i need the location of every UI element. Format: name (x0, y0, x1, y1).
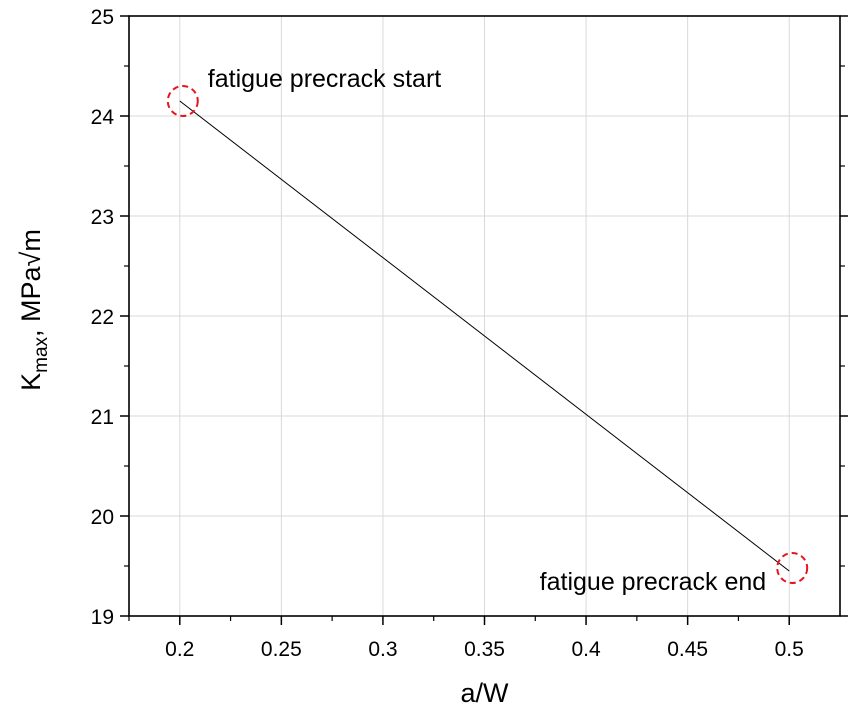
y-tick-label: 20 (91, 506, 114, 529)
x-tick-label: 0.35 (464, 638, 505, 661)
y-tick-label: 22 (91, 306, 114, 329)
x-axis-title: a/W (460, 678, 509, 708)
y-axis-title-subscript: max (31, 336, 52, 372)
annotation-markers (166, 85, 809, 584)
x-tick-label: 0.25 (261, 638, 302, 661)
annotation-marker-circle (166, 85, 199, 117)
y-axis-title: Kmax, MPa√m (16, 229, 52, 391)
annotation-marker-circle (776, 552, 809, 584)
y-tick-label: 25 (91, 6, 114, 29)
series-layer (179, 100, 790, 572)
x-tick-label: 0.2 (165, 638, 194, 661)
x-tick-label: 0.5 (775, 638, 804, 661)
x-tick-label: 0.4 (571, 638, 601, 661)
y-tick-label: 19 (91, 606, 114, 629)
y-axis-title-main: K (16, 373, 46, 391)
annotation-label: fatigue precrack end (540, 568, 767, 596)
axis-ticks (120, 15, 848, 625)
y-axis-title-unit: , MPa√m (16, 229, 46, 337)
tick-labels: 0.2 0.25 0.3 0.35 0.4 0.45 0.5 19 20 21 22 23 24 25 (91, 6, 804, 661)
y-tick-label: 21 (91, 406, 114, 429)
y-tick-label: 24 (91, 106, 115, 129)
grid (129, 16, 840, 616)
data-series-line (179, 100, 790, 572)
annotation-label: fatigue precrack start (208, 65, 441, 93)
x-tick-label: 0.45 (667, 638, 708, 661)
x-tick-label: 0.3 (368, 638, 397, 661)
annotations: fatigue precrack start fatigue precrack e… (208, 65, 766, 596)
y-tick-label: 23 (91, 206, 114, 229)
